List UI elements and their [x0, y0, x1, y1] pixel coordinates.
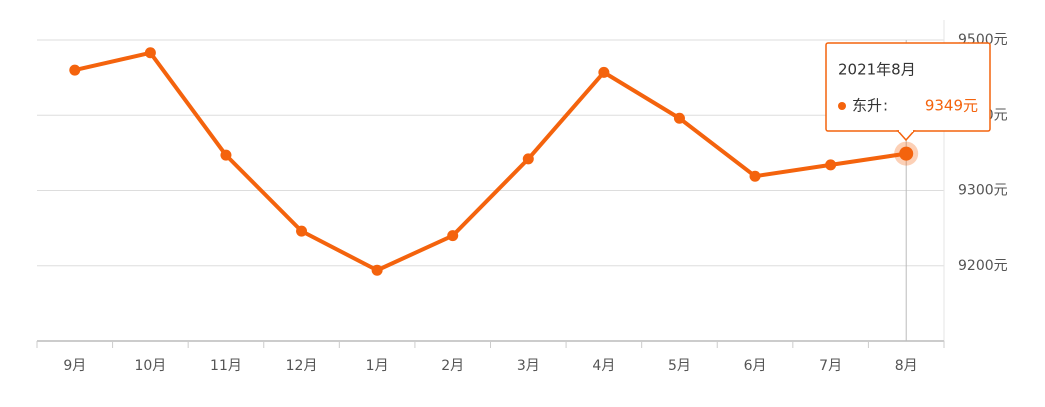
- x-tick-label: 4月: [592, 358, 615, 374]
- x-tick-label: 5月: [668, 358, 691, 374]
- series-line: [74, 50, 907, 273]
- tooltip-arrow: [896, 130, 916, 142]
- y-tick-label: 9300元: [958, 183, 1008, 199]
- point: [598, 66, 610, 78]
- x-tick-label: 3月: [517, 358, 540, 374]
- x-tick-label: 10月: [134, 358, 166, 374]
- point: [144, 47, 156, 59]
- point: [899, 146, 914, 161]
- x-tick-label: 2月: [441, 358, 464, 374]
- x-tick-label: 6月: [744, 358, 767, 374]
- tooltip-title: 2021年8月: [838, 61, 916, 79]
- tooltip-separator: :: [883, 97, 888, 115]
- x-tick-label: 7月: [819, 358, 842, 374]
- tooltip-value: 9349元: [925, 97, 978, 115]
- point: [749, 170, 761, 182]
- point: [296, 225, 308, 237]
- point: [673, 112, 685, 124]
- x-tick-label: 8月: [895, 358, 918, 374]
- point: [447, 230, 459, 242]
- x-tick-label: 1月: [366, 358, 389, 374]
- x-tick-label: 12月: [286, 358, 318, 374]
- tooltip-dot: [838, 102, 846, 110]
- tooltip-box: [825, 42, 991, 132]
- x-tick-label: 11月: [210, 358, 242, 374]
- point: [522, 153, 534, 165]
- point: [825, 159, 837, 171]
- x-tick-label: 9月: [63, 358, 86, 374]
- tooltip-series-name: 东升: [852, 97, 882, 115]
- point: [371, 264, 383, 276]
- point: [220, 149, 232, 161]
- point: [69, 64, 81, 76]
- y-tick-label: 9200元: [958, 258, 1008, 274]
